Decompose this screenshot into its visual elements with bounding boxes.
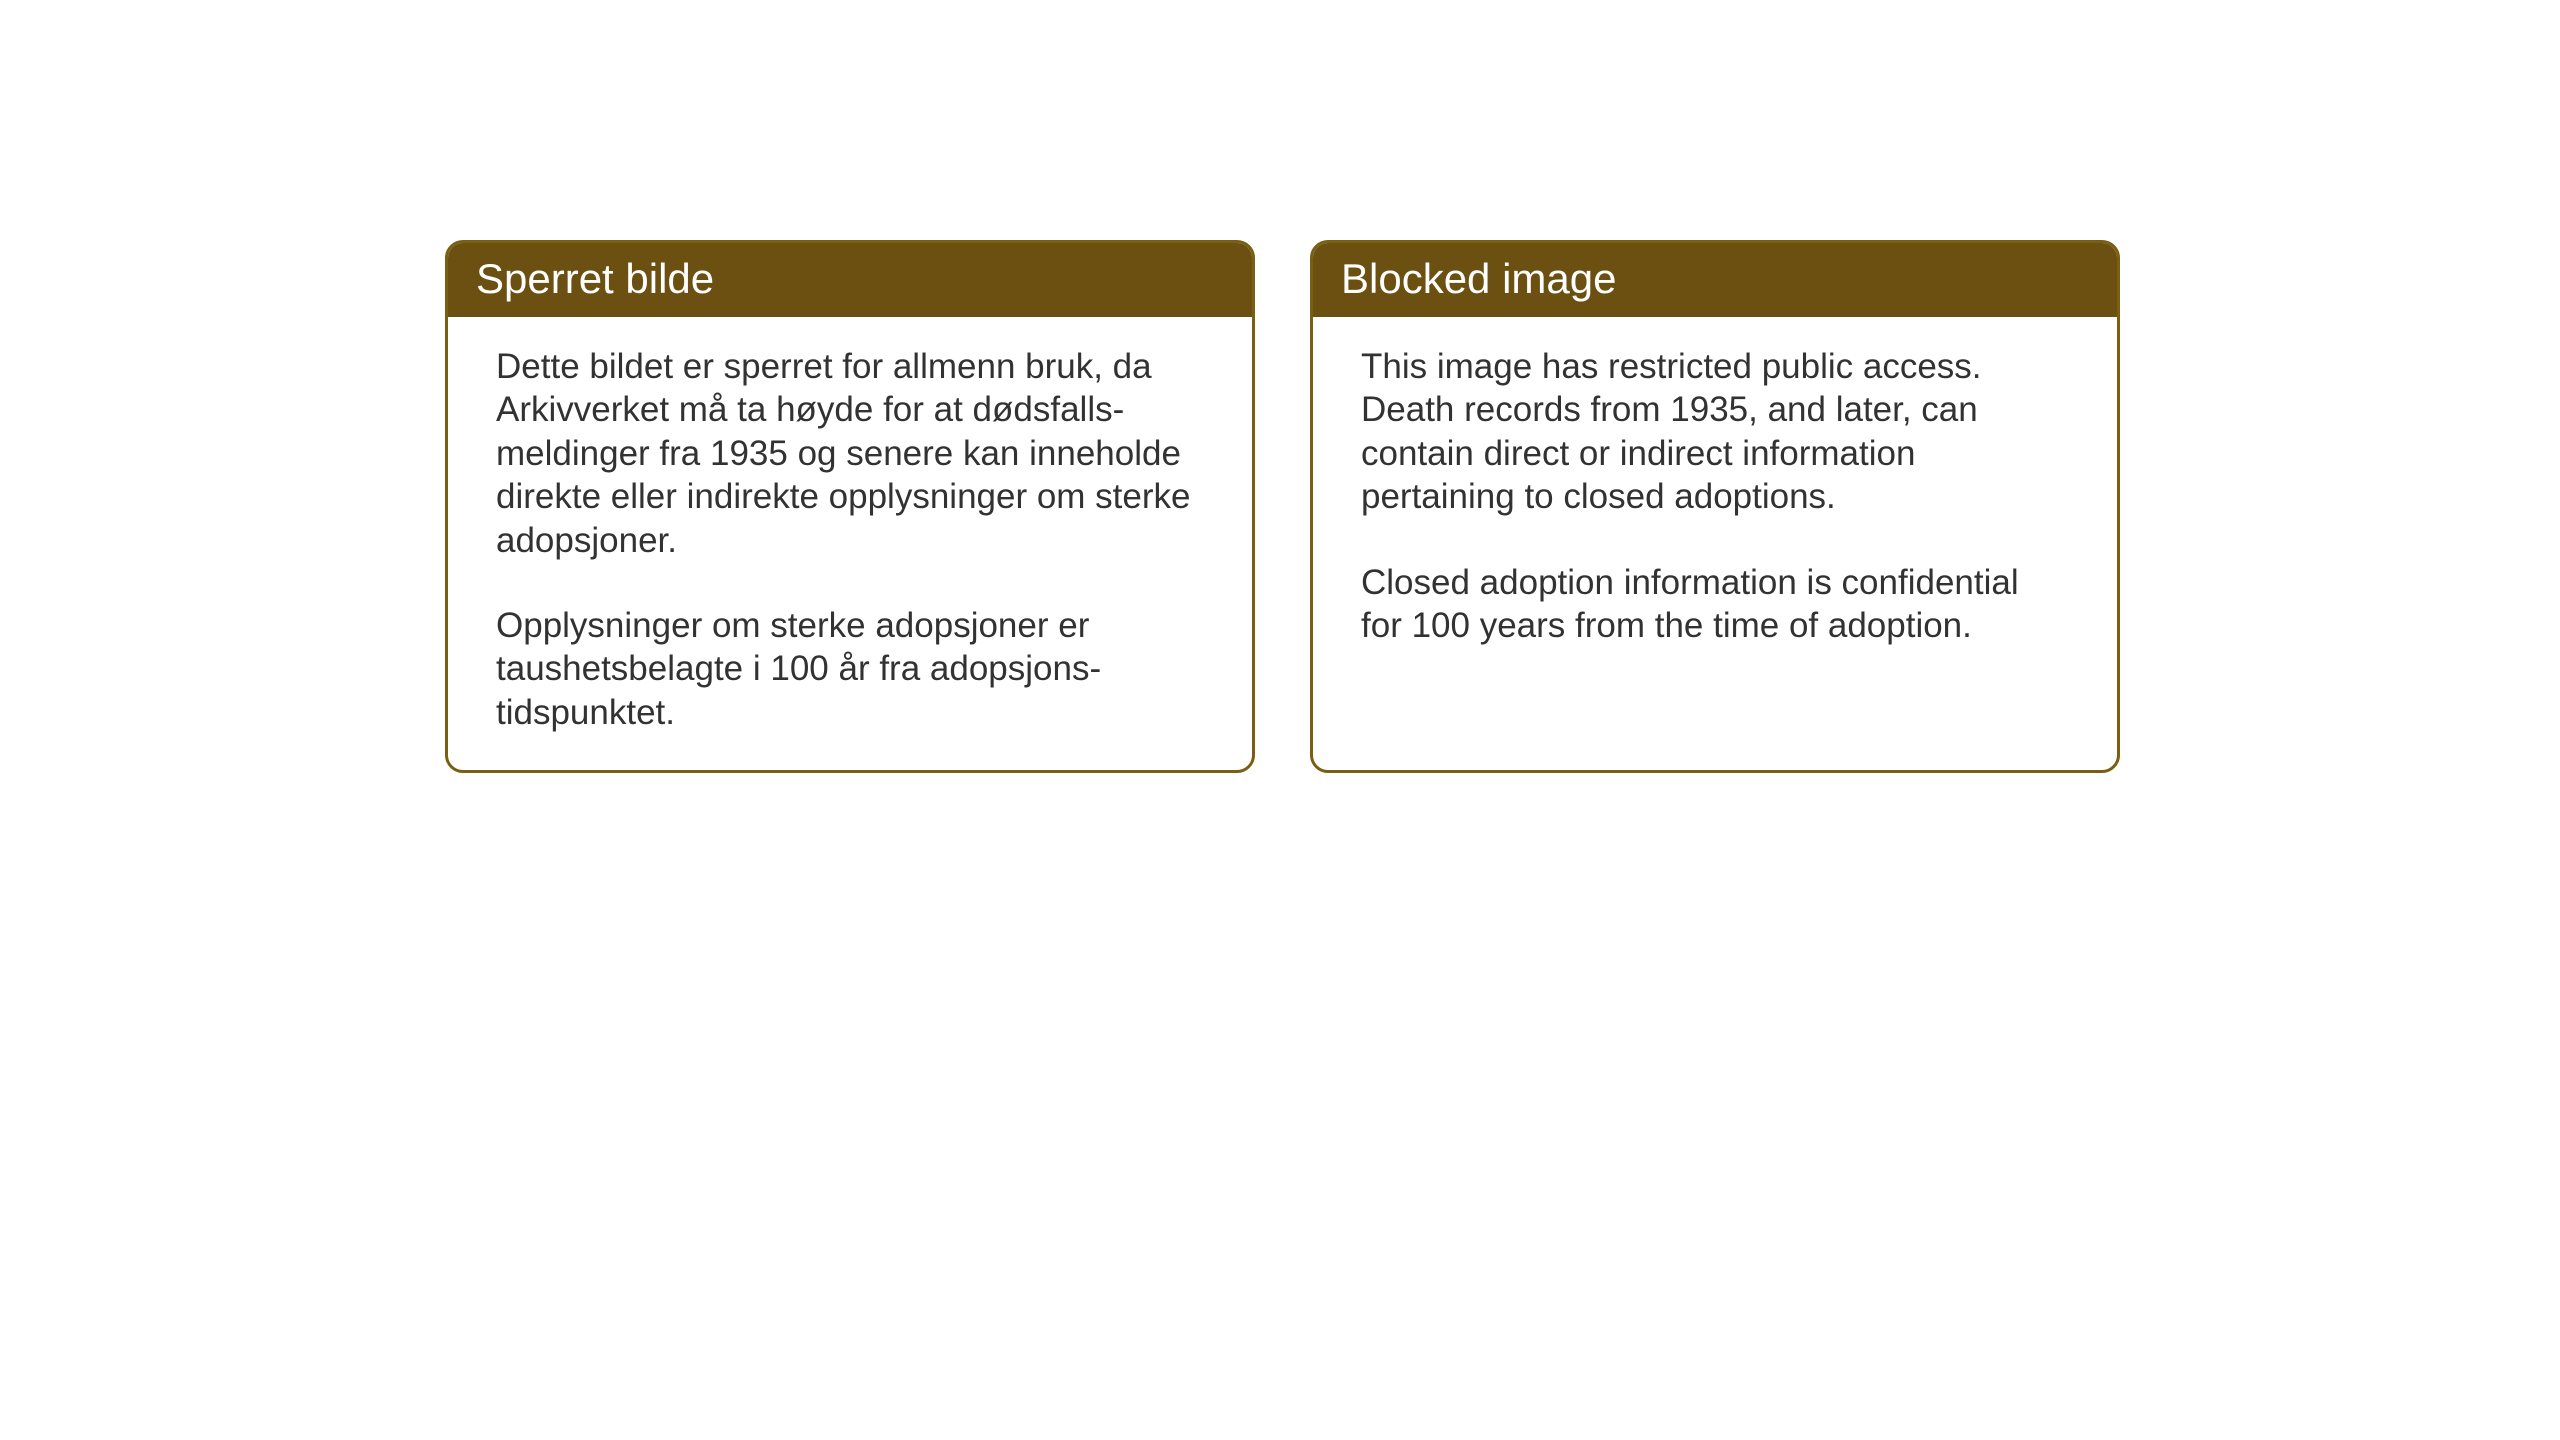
card-english-body: This image has restricted public access.…	[1313, 317, 2117, 717]
card-norwegian: Sperret bilde Dette bildet er sperret fo…	[445, 240, 1255, 773]
card-english: Blocked image This image has restricted …	[1310, 240, 2120, 773]
card-english-paragraph-1: This image has restricted public access.…	[1361, 345, 2069, 519]
card-norwegian-paragraph-1: Dette bildet er sperret for allmenn bruk…	[496, 345, 1204, 562]
card-norwegian-body: Dette bildet er sperret for allmenn bruk…	[448, 317, 1252, 770]
card-norwegian-paragraph-2: Opplysninger om sterke adopsjoner er tau…	[496, 604, 1204, 734]
cards-container: Sperret bilde Dette bildet er sperret fo…	[445, 240, 2120, 773]
card-english-paragraph-2: Closed adoption information is confident…	[1361, 561, 2069, 648]
card-norwegian-title: Sperret bilde	[448, 243, 1252, 317]
card-english-title: Blocked image	[1313, 243, 2117, 317]
